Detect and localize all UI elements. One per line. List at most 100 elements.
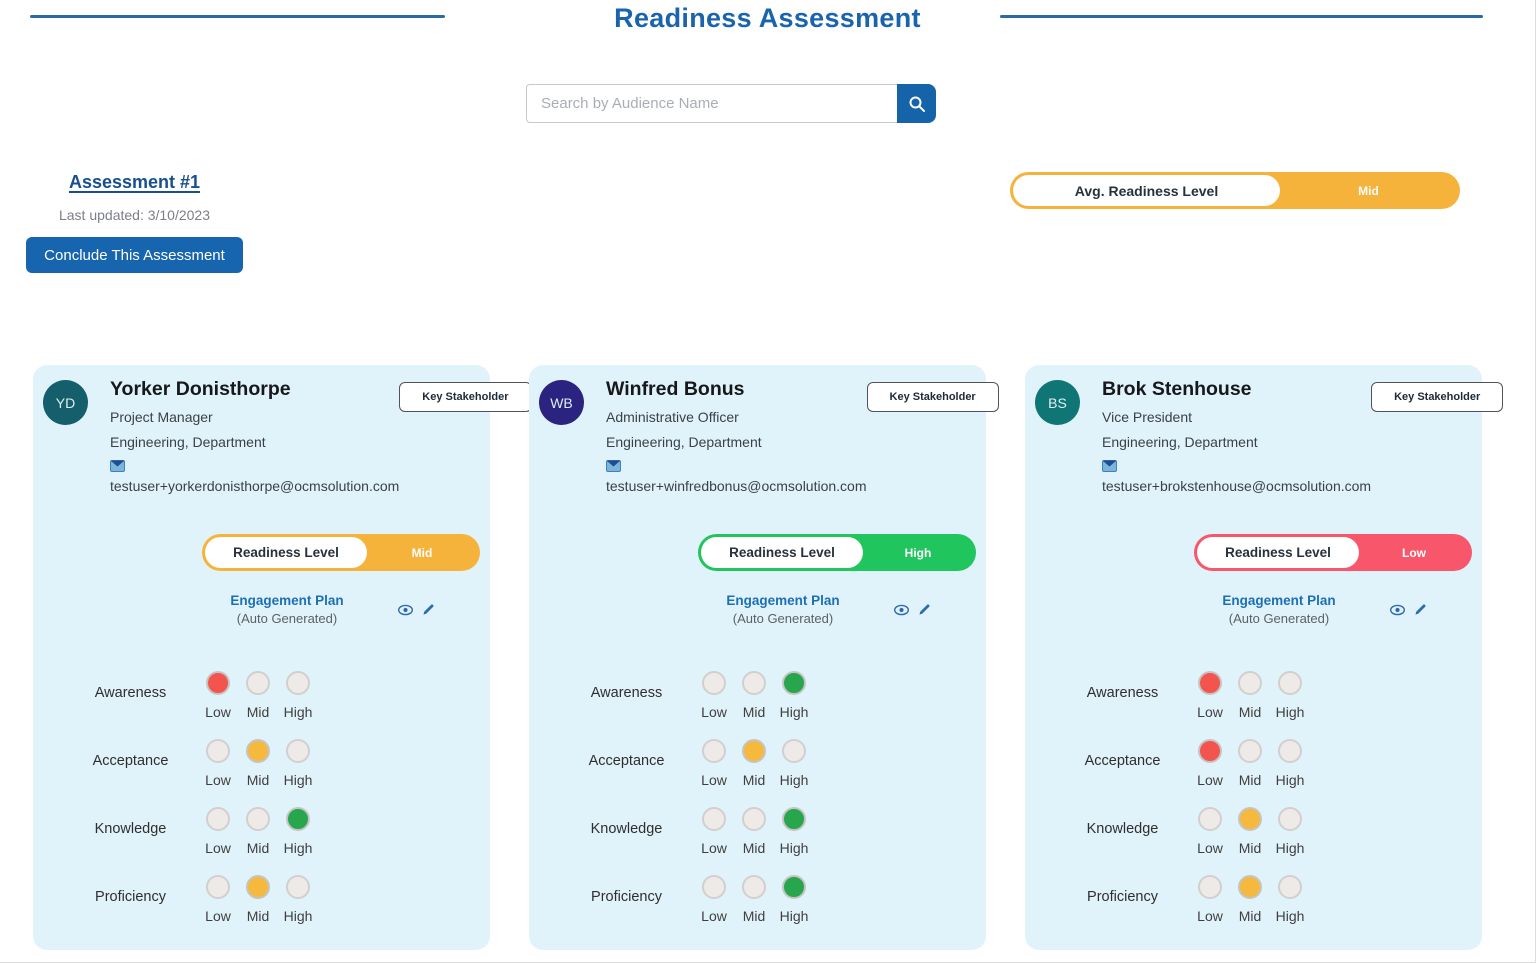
rating-dot-mid[interactable] [1238, 739, 1262, 763]
rating-option-mid: Mid [1230, 739, 1270, 788]
rating-dot-low[interactable] [1198, 671, 1222, 695]
readiness-level-pill: Readiness Level High [698, 534, 976, 571]
engagement-plan-link[interactable]: Engagement Plan [1222, 593, 1336, 608]
view-eye-icon[interactable] [398, 604, 413, 616]
rating-dot-mid[interactable] [1238, 875, 1262, 899]
rating-dots: Low Mid High [198, 671, 318, 720]
rating-option-mid: Mid [734, 739, 774, 788]
rating-dot-high[interactable] [782, 671, 806, 695]
rating-dot-low[interactable] [1198, 875, 1222, 899]
person-email: testuser+brokstenhouse@ocmsolution.com [1102, 478, 1372, 494]
person-department: Engineering, Department [606, 434, 762, 450]
rating-dot-label: Mid [246, 704, 270, 720]
readiness-section: Readiness Level Low Engagement Plan (Aut… [1194, 534, 1472, 626]
rating-dot-mid[interactable] [246, 671, 270, 695]
rating-dot-low[interactable] [702, 739, 726, 763]
audience-cards: YD Yorker Donisthorpe Project Manager En… [33, 365, 1504, 950]
rating-dot-low[interactable] [206, 739, 230, 763]
rating-dot-mid[interactable] [742, 807, 766, 831]
rating-dot-label: Mid [742, 840, 766, 856]
rating-dot-high[interactable] [782, 875, 806, 899]
engagement-plan-link[interactable]: Engagement Plan [726, 593, 840, 608]
engagement-plan-link[interactable]: Engagement Plan [230, 593, 344, 608]
rating-dot-label: Mid [246, 908, 270, 924]
card-header: WB Winfred Bonus Administrative Officer … [539, 378, 999, 494]
rating-dot-high[interactable] [286, 671, 310, 695]
rating-dot-low[interactable] [702, 807, 726, 831]
readiness-level-value: Low [1402, 545, 1426, 560]
rating-dot-low[interactable] [1198, 807, 1222, 831]
audience-card: BS Brok Stenhouse Vice President Enginee… [1025, 365, 1504, 950]
rating-dots: Low Mid High [694, 875, 814, 924]
engagement-plan: Engagement Plan (Auto Generated) [1194, 593, 1472, 626]
edit-pencil-icon[interactable] [1414, 603, 1427, 616]
rating-dots: Low Mid High [1190, 807, 1310, 856]
readiness-level-pill: Readiness Level Low [1194, 534, 1472, 571]
rating-dot-label: Low [1197, 908, 1223, 924]
rating-option-low: Low [1190, 671, 1230, 720]
rating-dot-label: Low [701, 840, 727, 856]
view-eye-icon[interactable] [894, 604, 909, 616]
rating-category-label: Awareness [1086, 685, 1159, 701]
edit-pencil-icon[interactable] [422, 603, 435, 616]
avg-readiness-label: Avg. Readiness Level [1013, 175, 1280, 206]
readiness-level-value: Mid [411, 545, 433, 560]
rating-dot-low[interactable] [702, 875, 726, 899]
readiness-level-label: Readiness Level [701, 537, 863, 568]
rating-dot-low[interactable] [702, 671, 726, 695]
rating-dot-high[interactable] [782, 807, 806, 831]
key-stakeholder-badge[interactable]: Key Stakeholder [866, 382, 999, 412]
search-button[interactable] [897, 84, 936, 123]
rating-category-label: Acceptance [92, 753, 169, 769]
rating-dot-label: High [283, 840, 313, 856]
rating-dot-high[interactable] [1278, 875, 1302, 899]
rating-dot-label: High [1275, 704, 1305, 720]
person-info: Yorker Donisthorpe Project Manager Engin… [110, 378, 399, 494]
rating-dot-mid[interactable] [1238, 807, 1262, 831]
rating-row: Knowledge Low Mid High [1055, 807, 1467, 856]
rating-option-high: High [1270, 875, 1310, 924]
rating-dot-mid[interactable] [246, 875, 270, 899]
rating-dot-mid[interactable] [1238, 671, 1262, 695]
rating-dot-high[interactable] [286, 875, 310, 899]
person-name: Brok Stenhouse [1102, 378, 1252, 400]
audience-card: YD Yorker Donisthorpe Project Manager En… [33, 365, 532, 950]
rating-dot-mid[interactable] [742, 739, 766, 763]
rating-dot-label: Mid [742, 772, 766, 788]
view-eye-icon[interactable] [1390, 604, 1405, 616]
rating-dot-low[interactable] [206, 875, 230, 899]
rating-row: Proficiency Low Mid High [1055, 875, 1467, 924]
rating-dot-high[interactable] [286, 739, 310, 763]
rating-dot-high[interactable] [1278, 739, 1302, 763]
rating-option-mid: Mid [734, 875, 774, 924]
rating-dot-high[interactable] [782, 739, 806, 763]
rating-dots: Low Mid High [1190, 671, 1310, 720]
edit-pencil-icon[interactable] [918, 603, 931, 616]
key-stakeholder-badge[interactable]: Key Stakeholder [399, 382, 532, 412]
conclude-assessment-button[interactable]: Conclude This Assessment [26, 237, 243, 273]
rating-dot-low[interactable] [206, 671, 230, 695]
rating-dot-high[interactable] [286, 807, 310, 831]
title-divider-right [1000, 15, 1483, 18]
rating-dot-high[interactable] [1278, 671, 1302, 695]
rating-dot-mid[interactable] [246, 739, 270, 763]
rating-option-high: High [774, 875, 814, 924]
rating-dot-low[interactable] [206, 807, 230, 831]
person-email: testuser+yorkerdonisthorpe@ocmsolution.c… [110, 478, 400, 494]
engagement-plan-text: Engagement Plan (Auto Generated) [202, 593, 372, 626]
rating-dot-label: Low [1197, 704, 1223, 720]
rating-dot-low[interactable] [1198, 739, 1222, 763]
search-input[interactable] [526, 84, 897, 123]
person-name: Yorker Donisthorpe [110, 378, 291, 400]
assessment-link[interactable]: Assessment #1 [68, 172, 201, 192]
rating-dot-mid[interactable] [742, 875, 766, 899]
rating-dot-mid[interactable] [742, 671, 766, 695]
rating-option-high: High [1270, 739, 1310, 788]
rating-option-mid: Mid [1230, 875, 1270, 924]
rating-dot-mid[interactable] [246, 807, 270, 831]
rating-option-low: Low [694, 739, 734, 788]
rating-dot-high[interactable] [1278, 807, 1302, 831]
engagement-plan-subtitle: (Auto Generated) [236, 611, 338, 626]
card-header: YD Yorker Donisthorpe Project Manager En… [43, 378, 532, 494]
key-stakeholder-badge[interactable]: Key Stakeholder [1371, 382, 1504, 412]
